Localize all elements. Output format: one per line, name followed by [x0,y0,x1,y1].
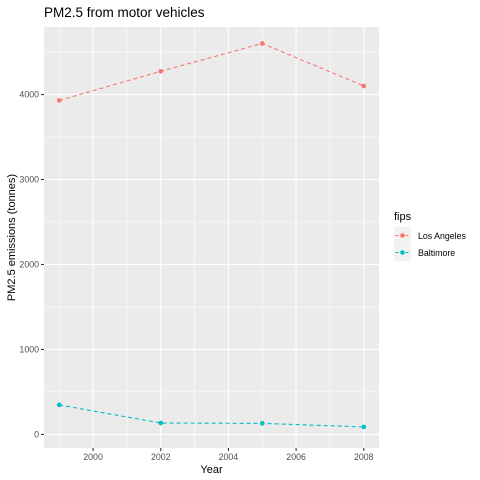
x-tick-label: 2004 [219,452,239,462]
series-layer [56,41,367,430]
data-point-los-angeles [259,41,265,46]
series-line-baltimore [59,404,364,428]
data-point-baltimore [361,424,367,430]
legend-key-point [400,250,405,255]
y-tick-label: 0 [34,429,39,439]
legend-title: fips [394,211,412,223]
series-line-los-angeles [59,42,364,101]
data-point-baltimore [158,420,164,426]
chart-title: PM2.5 from motor vehicles [44,5,205,20]
y-tick-label: 1000 [19,344,39,354]
data-point-baltimore [56,402,62,408]
x-tick-label: 2008 [354,452,374,462]
grid-layer [44,27,379,448]
y-tick-label: 2000 [19,259,39,269]
y-axis: 0 1000 2000 3000 4000 [19,90,44,439]
y-axis-label: PM2.5 emissions (tonnes) [6,174,18,301]
x-axis-label: Year [200,464,223,476]
legend-key-point [400,233,405,238]
x-tick-label: 2002 [151,452,171,462]
legend-items: Los Angeles Baltimore [394,227,467,261]
legend: fips Los Angeles Baltimore [394,211,467,261]
x-tick-label: 2000 [83,452,103,462]
data-point-los-angeles [56,98,62,103]
data-point-baltimore [259,421,265,426]
legend-label: Baltimore [418,248,455,258]
x-axis: 2000 2002 2004 2006 2008 [83,448,374,462]
plot-panel [44,27,379,448]
data-point-los-angeles [361,83,367,89]
x-tick-label: 2006 [286,452,306,462]
y-tick-label: 3000 [19,175,39,185]
data-point-los-angeles [158,68,164,74]
legend-label: Los Angeles [418,231,467,241]
y-tick-label: 4000 [19,90,39,100]
